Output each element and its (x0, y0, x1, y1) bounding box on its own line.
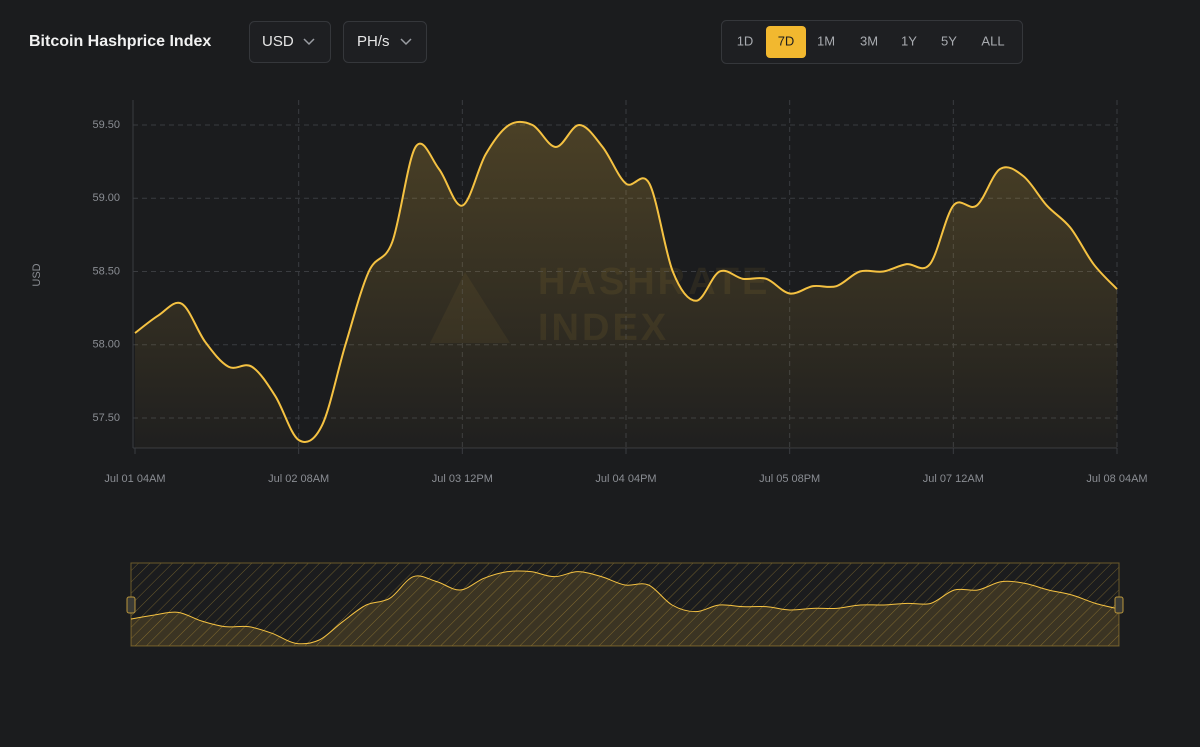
unit-value: PH/s (357, 33, 390, 50)
navigator-handle[interactable] (1114, 596, 1124, 614)
range-button[interactable]: 5Y (941, 33, 957, 48)
currency-value: USD (262, 33, 294, 50)
range-button[interactable]: 1D (737, 33, 754, 48)
y-tick-label: 59.00 (92, 192, 120, 204)
x-tick-label: Jul 01 04AM (104, 473, 165, 485)
range-button[interactable]: 3M (860, 33, 878, 48)
navigator-area (131, 570, 1119, 646)
y-tick-label: 58.00 (92, 339, 120, 351)
x-tick-label: Jul 02 08AM (268, 473, 329, 485)
range-button[interactable]: 1Y (901, 33, 917, 48)
y-tick-label: 57.50 (92, 412, 120, 424)
y-axis-label: USD (31, 263, 43, 286)
navigator-line (130, 570, 1120, 645)
x-tick-label: Jul 07 12AM (923, 473, 984, 485)
range-button[interactable]: 1M (817, 33, 835, 48)
navigator[interactable] (130, 562, 1120, 647)
range-button[interactable]: 7D (778, 33, 795, 48)
y-tick-label: 59.50 (92, 119, 120, 131)
currency-dropdown[interactable] (249, 21, 331, 63)
x-tick-label: Jul 08 04AM (1086, 473, 1147, 485)
navigator-handle[interactable] (126, 596, 136, 614)
x-tick-label: Jul 03 12PM (432, 473, 493, 485)
page-title: Bitcoin Hashprice Index (29, 33, 211, 50)
x-tick-label: Jul 04 04PM (595, 473, 656, 485)
range-button[interactable]: ALL (981, 33, 1004, 48)
area (135, 121, 1117, 449)
x-tick-label: Jul 05 08PM (759, 473, 820, 485)
chevron (303, 38, 315, 46)
y-tick-label: 58.50 (92, 265, 120, 277)
unit-dropdown[interactable] (343, 21, 427, 63)
chevron (400, 38, 412, 46)
range-active[interactable] (766, 26, 806, 58)
price-line (134, 120, 1118, 443)
